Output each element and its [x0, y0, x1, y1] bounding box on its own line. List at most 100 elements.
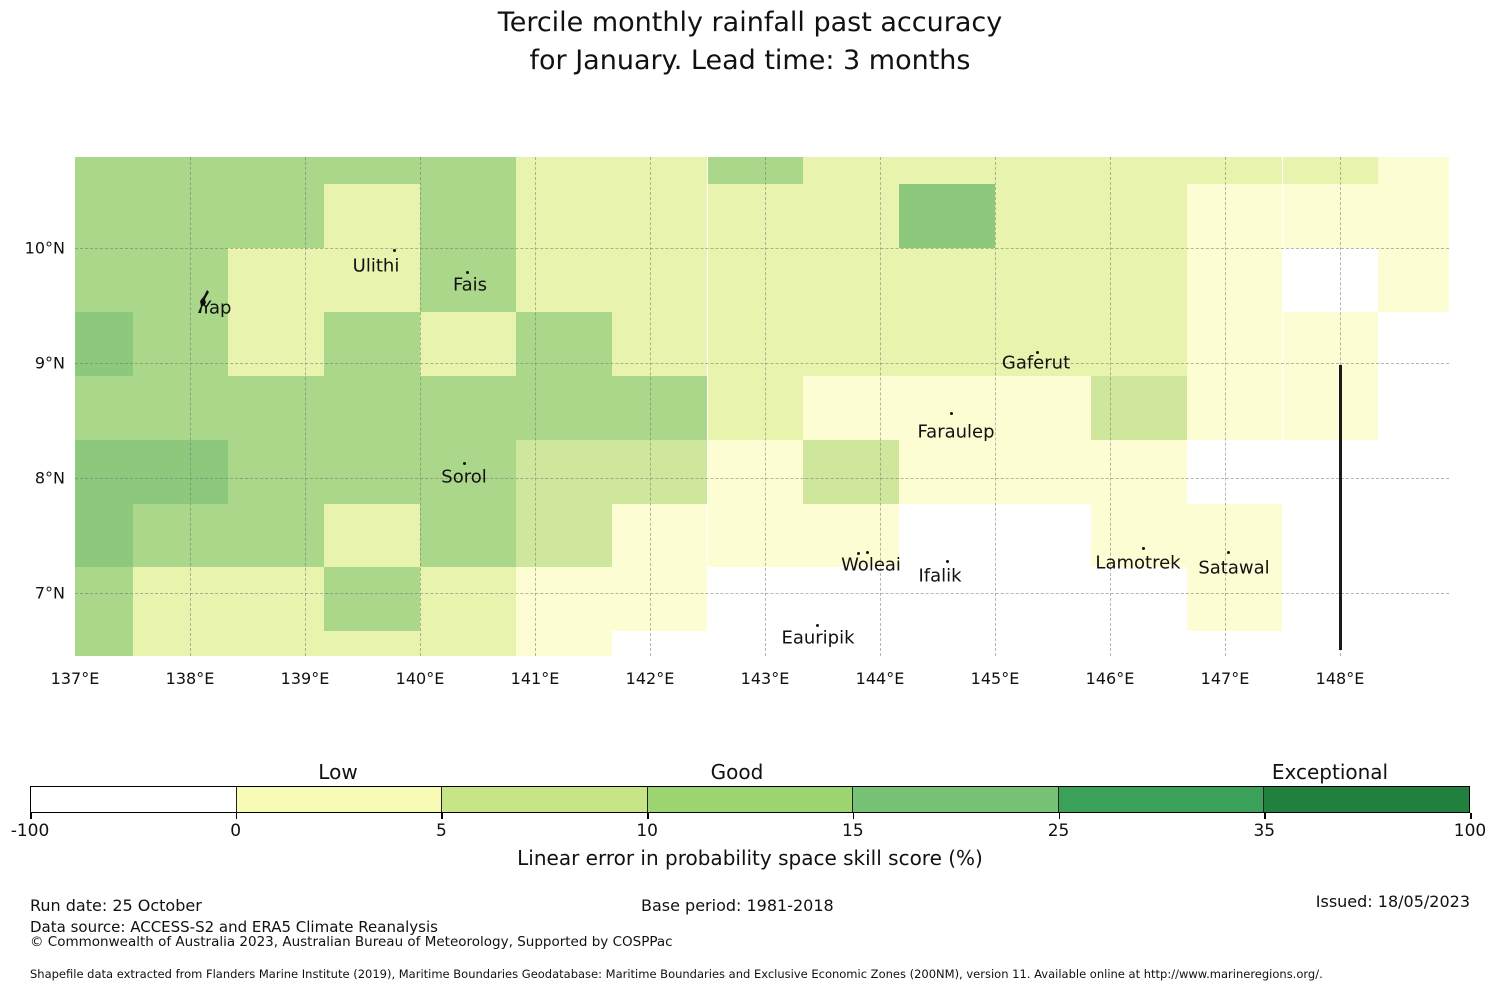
island-label: Ifalik: [918, 565, 962, 587]
island-label: Woleai: [841, 554, 901, 576]
colorbar-tick-mark: [30, 813, 32, 819]
colorbar-segment: [1057, 787, 1264, 812]
island-dot: [1227, 551, 1230, 554]
map-cell: [803, 184, 900, 248]
colorbar-tick-label: 100: [1453, 821, 1487, 841]
map-cell: [515, 184, 612, 248]
island-label: Satawal: [1198, 557, 1270, 579]
map-gridline-vertical: [420, 157, 421, 656]
map-cell: [228, 184, 325, 248]
map-cell: [324, 439, 420, 504]
colorbar-tick-mark: [852, 813, 855, 819]
map-cell: [611, 248, 708, 312]
map-cell: [1186, 157, 1283, 185]
map-gridline-vertical: [995, 157, 996, 656]
map-cell: [707, 567, 804, 632]
colorbar-tick-mark: [647, 813, 649, 819]
map-cell: [420, 439, 516, 504]
map-cell: [995, 157, 1091, 185]
map-cell: [995, 375, 1091, 440]
map-gridline-vertical: [650, 157, 651, 656]
map-cell: [420, 503, 516, 568]
map-cell: [1090, 157, 1187, 185]
map-cell: [1090, 248, 1187, 312]
map-cell: [132, 157, 229, 185]
island-dot: [1036, 351, 1039, 354]
map-gridline-horizontal: [75, 248, 1450, 249]
y-axis-tick-label: 10°N: [24, 238, 65, 258]
island-label: Gaferut: [1001, 352, 1071, 374]
island-dot: [463, 462, 466, 465]
map-cell: [132, 311, 229, 376]
y-axis-tick-label: 7°N: [34, 583, 65, 603]
map-cell: [899, 631, 995, 656]
y-axis-tick-label: 8°N: [34, 468, 65, 488]
map-cell: [1090, 375, 1187, 440]
x-axis-tick-label: 144°E: [855, 668, 905, 688]
map-cell: [899, 439, 995, 504]
footer-run-date: Run date: 25 October: [30, 896, 202, 915]
map-cell: [707, 503, 804, 568]
map-cell: [1378, 439, 1450, 504]
map-cell: [1378, 631, 1450, 656]
map-cell: [899, 567, 995, 632]
map-cell: [515, 503, 612, 568]
map-cell: [1090, 631, 1187, 656]
map-cell: [75, 503, 133, 568]
map-cell: [420, 375, 516, 440]
colorbar-tick-label: 15: [842, 821, 864, 841]
colorbar-segment: [441, 787, 647, 812]
colorbar-segment: [1263, 787, 1470, 812]
colorbar: [30, 786, 1470, 813]
map-cell: [899, 503, 995, 568]
map-cell: [324, 503, 420, 568]
map-cell: [515, 439, 612, 504]
map-cell: [995, 311, 1091, 376]
map-cell: [75, 375, 133, 440]
map-cell: [1378, 567, 1450, 632]
map-cell: [611, 157, 708, 185]
footer-data-source: Data source: ACCESS-S2 and ERA5 Climate …: [30, 918, 438, 936]
map-cell: [75, 631, 133, 656]
map-cell: [707, 631, 804, 656]
map-cell: [707, 311, 804, 376]
map-cell: [803, 567, 900, 632]
map-cell: [803, 248, 900, 312]
yap-island-shape: [197, 290, 211, 314]
map-cell: [1090, 503, 1187, 568]
footer-copyright: © Commonwealth of Australia 2023, Austra…: [30, 934, 673, 950]
map-cell: [803, 439, 900, 504]
map-cell: [1282, 248, 1379, 312]
map-gridline-vertical: [305, 157, 306, 656]
map-cell: [324, 311, 420, 376]
map-cell: [899, 157, 995, 185]
map-cell: [707, 375, 804, 440]
x-axis-tick-label: 138°E: [165, 668, 215, 688]
chart-title-line2: for January. Lead time: 3 months: [529, 45, 971, 76]
map-cell: [1186, 184, 1283, 248]
map-gridline-vertical: [880, 157, 881, 656]
map-cell: [228, 157, 325, 185]
colorbar-tick-mark: [441, 813, 443, 819]
map-cell: [515, 567, 612, 632]
island-label: Lamotrek: [1095, 552, 1181, 574]
map-cell: [707, 184, 804, 248]
colorbar-segment: [646, 787, 853, 812]
map-cell: [611, 631, 708, 656]
map-cell: [1186, 503, 1283, 568]
map-cell: [1282, 157, 1379, 185]
map-cell: [1282, 184, 1379, 248]
island-dot: [816, 624, 819, 627]
colorbar-tick-label: 10: [636, 821, 658, 841]
x-axis-tick-label: 137°E: [50, 668, 100, 688]
map-cell: [803, 375, 900, 440]
map-cell: [1090, 184, 1187, 248]
footer-base-period: Base period: 1981-2018: [641, 896, 834, 915]
colorbar-segment: [852, 787, 1058, 812]
map-cell: [995, 503, 1091, 568]
map-cell: [803, 157, 900, 185]
map-cell: [1186, 631, 1283, 656]
colorbar-tick-mark: [1058, 813, 1061, 819]
map-cell: [1282, 439, 1379, 504]
